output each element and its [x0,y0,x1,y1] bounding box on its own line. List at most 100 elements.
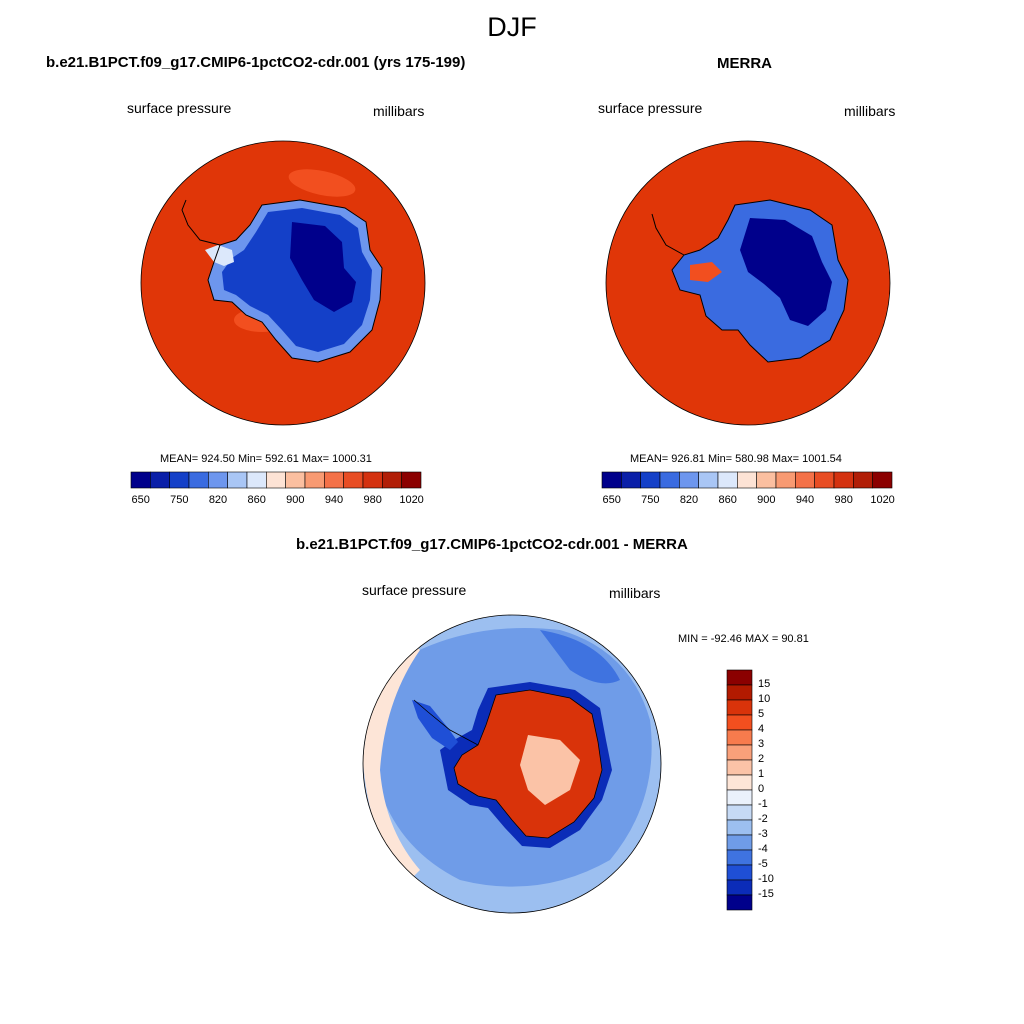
colorbar-box [737,471,757,489]
model-stats: MEAN= 924.50 Min= 592.61 Max= 1000.31 [160,453,372,465]
colorbar-box [208,471,228,489]
colorbar-box [726,699,753,716]
colorbar-tick-label: -15 [758,888,774,900]
colorbar-tick-label: 4 [758,723,765,735]
colorbar-tick-label: 650 [602,494,621,506]
colorbar-tick-label: 900 [286,494,305,506]
colorbar-tick-label: 5 [758,708,765,720]
colorbar-box [130,471,151,489]
colorbar-box [726,834,753,851]
colorbar-box [324,471,344,489]
colorbar-box [304,471,325,489]
colorbar-box [188,471,209,489]
colorbar-tick-label: 860 [718,494,737,506]
colorbar-tick-label: 1020 [870,494,895,506]
diff-coastline [413,689,603,839]
colorbar-tick-label: 2 [758,753,765,765]
diff-map [363,615,661,913]
diff-map-border [362,614,662,914]
diff-colorbar [726,669,753,911]
colorbar-box [401,471,422,489]
obs-map-border [605,140,891,426]
colorbar-box [726,684,753,701]
colorbar-tick-label: -5 [758,858,768,870]
colorbar-box [601,471,622,489]
obs-variable-label: surface pressure [598,100,703,116]
diff-stats: MIN = -92.46 MAX = 90.81 [678,633,809,645]
diff-variable-label: surface pressure [362,582,467,598]
obs-colorbar [601,471,893,489]
colorbar-tick-label: -1 [758,798,768,810]
colorbar-box [679,471,699,489]
colorbar-box [698,471,719,489]
colorbar-box [726,744,753,761]
colorbar-box [833,471,854,489]
model-map [141,141,425,425]
colorbar-tick-label: -2 [758,813,768,825]
colorbar-box [775,471,796,489]
obs-map [606,141,890,425]
colorbar-tick-label: 1020 [399,494,424,506]
colorbar-box [285,471,306,489]
colorbar-box [246,471,267,489]
colorbar-tick-label: 900 [757,494,776,506]
colorbar-box [227,471,248,489]
colorbar-box [726,774,753,791]
colorbar-box [382,471,402,489]
colorbar-box [726,879,753,896]
colorbar-tick-label: -10 [758,873,774,885]
model-colorbar [130,471,422,489]
colorbar-tick-label: 860 [247,494,266,506]
model-antarctica-low [290,222,356,312]
colorbar-box [726,714,753,731]
colorbar-tick-label: -4 [758,843,768,855]
obs-stats: MEAN= 926.81 Min= 580.98 Max= 1001.54 [630,453,842,465]
colorbar-box [150,471,170,489]
colorbar-box [756,471,777,489]
diff-ocean-lowband [540,630,620,684]
colorbar-tick-label: 650 [131,494,150,506]
diff-panel-title: b.e21.B1PCT.f09_g17.CMIP6-1pctCO2-cdr.00… [296,536,688,553]
colorbar-box [814,471,835,489]
model-ocean-high-patch [288,169,356,197]
colorbar-box [266,471,286,489]
colorbar-box [717,471,738,489]
model-variable-label: surface pressure [127,100,232,116]
obs-panel-title: MERRA [717,55,772,72]
figure-title: DJF [487,12,537,42]
colorbar-tick-label: 980 [363,494,382,506]
colorbar-tick-label: 750 [170,494,189,506]
colorbar-box [726,729,753,746]
diff-units-label: millibars [609,585,661,601]
colorbar-box [621,471,641,489]
model-units-label: millibars [373,103,425,119]
colorbar-box [726,759,753,776]
colorbar-tick-label: 1 [758,768,765,780]
colorbar-box [169,471,190,489]
colorbar-box [726,804,753,821]
obs-coastline [651,199,849,363]
colorbar-tick-label: 940 [795,494,815,506]
colorbar-tick-label: 750 [641,494,660,506]
model-map-border [140,140,426,426]
colorbar-tick-label: 15 [758,678,771,690]
colorbar-box [659,471,680,489]
diff-peninsula [412,700,458,750]
colorbar-box [795,471,815,489]
colorbar-tick-label: 820 [679,494,699,506]
colorbar-tick-label: 940 [324,494,344,506]
colorbar-tick-label: -3 [758,828,768,840]
colorbar-tick-label: 0 [758,783,765,795]
colorbar-box [343,471,364,489]
colorbar-box [362,471,383,489]
colorbar-tick-label: 820 [208,494,228,506]
model-coastline [181,199,383,363]
obs-ice-shelf [690,262,722,282]
obs-antarctica-low [740,218,832,326]
colorbar-box [726,894,753,911]
colorbar-box [726,849,753,866]
colorbar-box [726,819,753,836]
diff-antarctica-neutral [520,735,580,805]
colorbar-box [853,471,873,489]
obs-units-label: millibars [844,103,896,119]
